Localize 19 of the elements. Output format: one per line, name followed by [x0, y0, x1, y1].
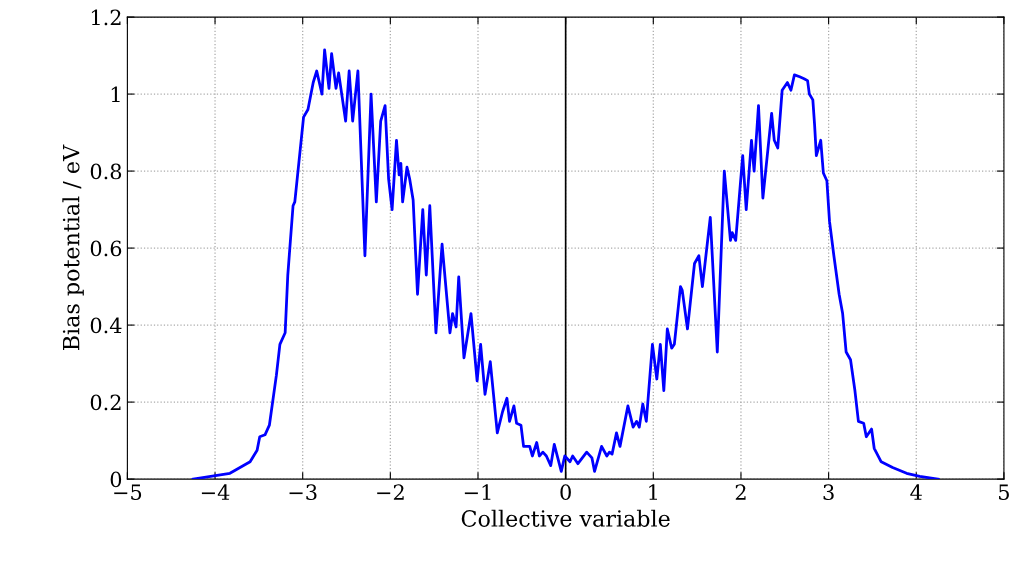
x-tick-label: −2: [377, 484, 404, 500]
x-tick-label: −4: [201, 484, 230, 500]
x-axis-title: Collective variable: [461, 509, 670, 527]
x-tick-label: −1: [464, 484, 491, 500]
x-tick-label: 3: [823, 484, 834, 501]
y-tick-label: 0.6: [90, 240, 122, 257]
y-tick-label: 1: [111, 86, 120, 102]
y-tick-label: 0.2: [90, 394, 121, 411]
x-tick-label: 0: [560, 484, 571, 501]
y-tick-label: 0.8: [90, 163, 122, 180]
x-tick-label: 4: [910, 484, 922, 500]
x-tick-label: 5: [999, 484, 1009, 501]
y-tick-label: 1.2: [91, 9, 121, 26]
x-tick-label: 2: [735, 484, 746, 500]
y-axis-title: Bias potential / eV: [62, 144, 84, 351]
y-tick-label: 0.4: [90, 317, 122, 334]
line-series: [191, 48, 940, 480]
x-tick-label: −3: [289, 484, 317, 501]
x-tick-label: 1: [649, 484, 657, 500]
